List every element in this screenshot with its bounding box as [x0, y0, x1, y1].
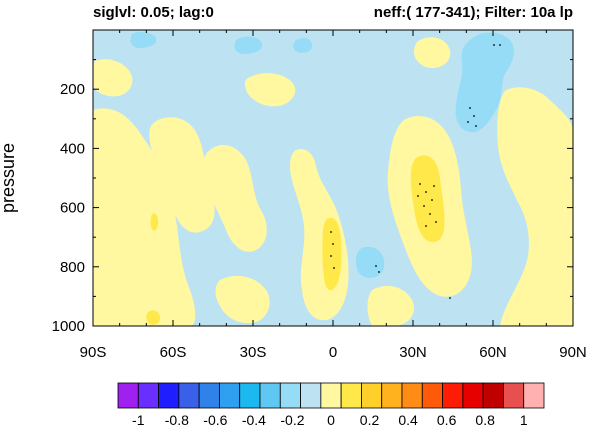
- colorbar-label: 0.4: [398, 412, 418, 428]
- colorbar-swatch: [117, 382, 139, 409]
- stipple-dot: [419, 183, 421, 185]
- x-tick-label: 30S: [240, 344, 267, 361]
- x-axis: 90S 60S 30S 0 30N 60N 90N: [80, 30, 587, 361]
- stipple-dot: [449, 297, 451, 299]
- strong-positive-dot-60s: [146, 310, 160, 325]
- colorbar-label: 0.6: [437, 412, 457, 428]
- colorbar-swatch: [219, 382, 241, 409]
- negative-region-top-left: [130, 31, 157, 48]
- stipple-dot: [375, 265, 377, 267]
- stipple-dot: [433, 185, 435, 187]
- colorbar-label: 1: [520, 412, 528, 428]
- y-tick-label: 800: [60, 259, 85, 276]
- stipple-dot: [435, 221, 437, 223]
- negative-region-equator-left: [293, 38, 312, 53]
- colorbar-swatch: [361, 382, 383, 409]
- stipple-dot: [333, 267, 335, 269]
- plot-area: [93, 30, 573, 326]
- colorbar-label: -1: [132, 412, 145, 428]
- y-tick-label: 1000: [52, 318, 85, 335]
- x-tick-label: 0: [329, 344, 337, 361]
- colorbar-swatch: [279, 382, 301, 409]
- colorbar-swatch: [340, 382, 362, 409]
- stipple-dot: [378, 271, 380, 273]
- colorbar-swatch: [320, 382, 342, 409]
- positive-region-top-mid: [244, 73, 296, 107]
- colorbar-swatch: [300, 382, 322, 409]
- stipple-dot: [431, 199, 433, 201]
- colorbar-swatch: [442, 382, 464, 409]
- stipple-dot: [330, 231, 332, 233]
- y-axis: 200 400 600 800 1000: [52, 59, 573, 335]
- stipple-dot: [469, 107, 471, 109]
- x-tick-label: 90N: [559, 344, 587, 361]
- colorbar-swatch: [503, 382, 525, 409]
- x-tick-label: 60S: [160, 344, 187, 361]
- significance-stipple: [330, 44, 501, 299]
- stipple-dot: [429, 213, 431, 215]
- positive-region-top-east: [414, 37, 451, 68]
- colorbar-swatch: [158, 382, 180, 409]
- colorbar-swatch: [259, 382, 281, 409]
- colorbar-label: -0.4: [242, 412, 266, 428]
- positive-region-bottom-mid: [215, 275, 270, 324]
- title-left: siglvl: 0.05; lag:0: [93, 4, 214, 21]
- y-axis-label: pressure: [0, 143, 18, 213]
- negative-region-top-mid: [234, 36, 263, 54]
- colorbar-label: 0.2: [360, 412, 380, 428]
- stipple-dot: [425, 191, 427, 193]
- colorbar-label: 0: [327, 412, 335, 428]
- colorbar-swatch: [178, 382, 200, 409]
- y-tick-label: 200: [60, 81, 85, 98]
- colorbar-label: -0.8: [165, 412, 189, 428]
- x-tick-label: 30N: [399, 344, 427, 361]
- colorbar-label: -0.6: [203, 412, 227, 428]
- stipple-dot: [473, 115, 475, 117]
- stipple-dot: [425, 225, 427, 227]
- stipple-dot: [499, 44, 501, 46]
- stipple-dot: [332, 243, 334, 245]
- colorbar-swatch: [482, 382, 504, 409]
- stipple-dot: [330, 255, 332, 257]
- title-right: neff:( 177-341); Filter: 10a lp: [374, 4, 573, 21]
- strong-positive-30n: [410, 155, 445, 243]
- colorbar-label: -0.2: [280, 412, 304, 428]
- positive-region-30s: [203, 145, 267, 252]
- colorbar-swatch: [198, 382, 220, 409]
- stipple-dot: [467, 121, 469, 123]
- colorbar-swatch: [381, 382, 403, 409]
- stipple-dot: [417, 195, 419, 197]
- negative-region-15n: [356, 246, 385, 278]
- positive-region-east: [497, 87, 573, 326]
- colorbar-swatch: [401, 382, 423, 409]
- strong-positive-equator: [322, 217, 342, 291]
- positive-region-top-left: [93, 59, 133, 97]
- colorbar: -1 -0.8 -0.6 -0.4 -0.2 0 0.2 0.4 0.6 0.8 1: [117, 382, 545, 428]
- colorbar-swatch: [421, 382, 443, 409]
- colorbar-swatch: [462, 382, 484, 409]
- positive-region-bottom-east: [367, 285, 415, 326]
- colorbar-swatch: [523, 382, 545, 409]
- colorbar-swatch: [239, 382, 261, 409]
- strong-positive-dot-30s: [150, 213, 158, 231]
- y-tick-label: 600: [60, 200, 85, 217]
- stipple-dot: [423, 205, 425, 207]
- stipple-dot: [493, 44, 495, 46]
- x-tick-label: 60N: [479, 344, 507, 361]
- colorbar-label: 0.8: [475, 412, 495, 428]
- colorbar-swatch: [137, 382, 159, 409]
- y-tick-label: 400: [60, 140, 85, 157]
- positive-region-south-edge: [93, 108, 196, 326]
- positive-region-south-mid: [149, 117, 215, 233]
- positive-field: [93, 37, 573, 326]
- stipple-dot: [475, 125, 477, 127]
- strong-positive-field: [146, 155, 445, 325]
- x-tick-label: 90S: [80, 344, 107, 361]
